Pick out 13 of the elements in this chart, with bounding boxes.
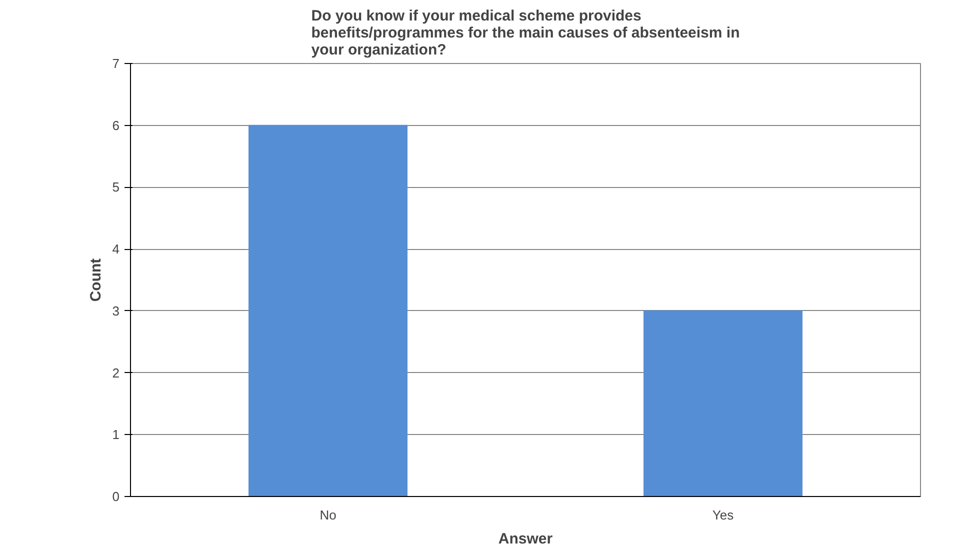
y-tick-label: 5 xyxy=(112,180,120,195)
y-tick-label: 6 xyxy=(112,118,120,133)
y-axis-title: Count xyxy=(87,258,104,302)
y-tick-label: 1 xyxy=(112,427,120,442)
y-tick-label: 0 xyxy=(112,489,120,504)
y-tick-label: 2 xyxy=(112,365,120,380)
y-tick-label: 4 xyxy=(112,242,120,257)
y-tick-label: 3 xyxy=(112,303,120,318)
x-tick-label: No xyxy=(320,508,336,522)
y-tick-label: 7 xyxy=(112,56,120,71)
x-axis-title: Answer xyxy=(498,530,553,548)
chart-title: Do you know if your medical scheme provides benefits/programmes for the main causes of absenteeism in your organization? xyxy=(311,8,740,58)
x-tick-label: Yes xyxy=(712,508,734,522)
